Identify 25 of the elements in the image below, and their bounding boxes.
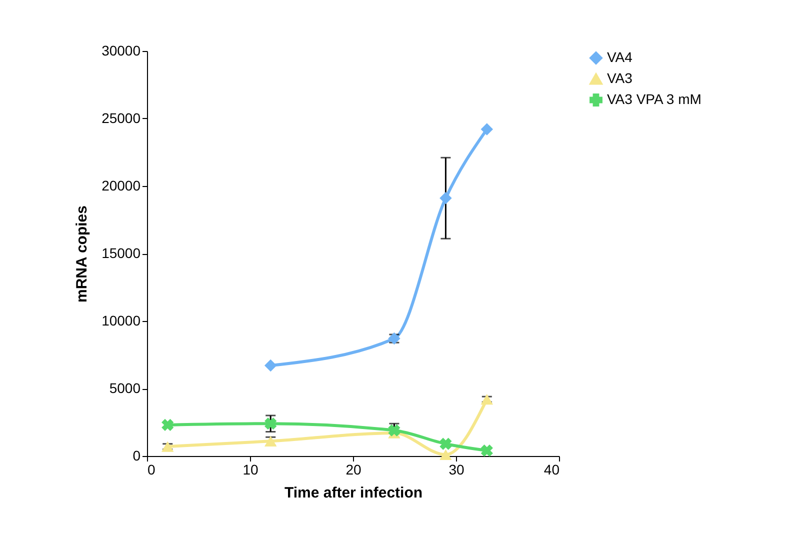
- point: [480, 123, 494, 136]
- x-axis-title: Time after infection: [284, 484, 423, 502]
- y-tick-label: 25000: [102, 110, 141, 126]
- point: [480, 444, 493, 457]
- legend-label: VA3 VPA 3 mM: [607, 91, 702, 107]
- point: [440, 192, 452, 204]
- legend-label: VA3: [607, 70, 633, 86]
- point: [264, 418, 277, 430]
- y-tick-label: 30000: [102, 42, 141, 58]
- y-tick-label: 10000: [102, 312, 141, 328]
- y-tick-label: 15000: [102, 245, 141, 261]
- x-tick-label: 0: [148, 462, 156, 478]
- point: [264, 359, 277, 372]
- x-tick-label: 30: [448, 462, 464, 478]
- x-tick-label: 40: [544, 462, 560, 478]
- point: [440, 438, 452, 450]
- y-tick-label: 5000: [109, 380, 141, 396]
- y-axis-title: mRNA copies: [74, 206, 91, 302]
- legend-label: VA4: [607, 49, 633, 65]
- x-tick-label: 20: [346, 462, 362, 478]
- point: [162, 418, 174, 432]
- x-tick-label: 10: [242, 462, 258, 478]
- y-tick-label: 20000: [102, 178, 141, 194]
- point: [440, 449, 452, 460]
- y-tick-label: 0: [132, 448, 141, 464]
